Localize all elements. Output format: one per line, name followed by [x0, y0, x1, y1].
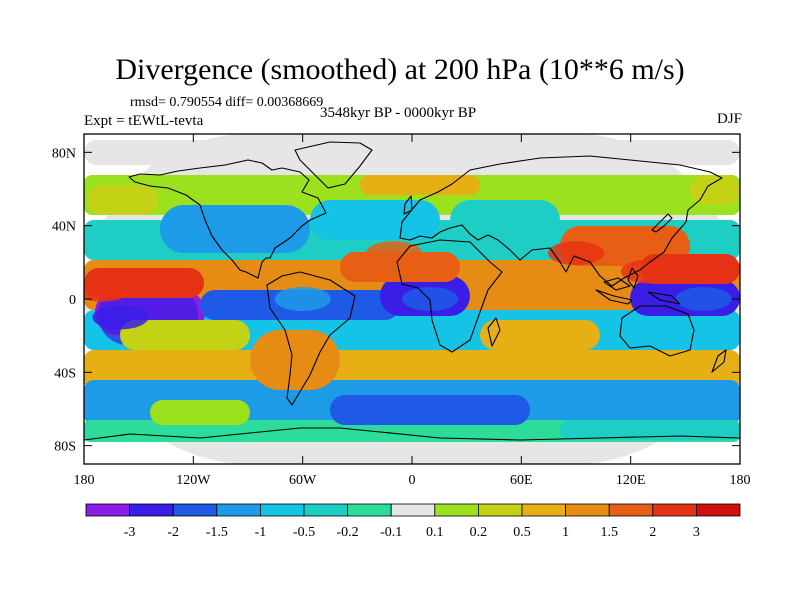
field-region [560, 178, 670, 198]
x-tick-label: 120W [176, 473, 211, 488]
field-region [88, 185, 158, 215]
colorbar-swatch [85, 503, 130, 517]
colorbar-label: 1.5 [600, 525, 618, 540]
colorbar: -3 -2 -1.5 -1 -0.5 -0.2 -0.1 0.1 0.2 0.5 1 1.5 2 3 [85, 503, 741, 540]
y-tick-label: 80S [54, 440, 76, 455]
y-tick-label: 40S [54, 366, 76, 381]
y-tick-label: 80N [52, 146, 76, 161]
colorbar-swatch [172, 503, 218, 517]
field-feature [548, 241, 604, 266]
colorbar-swatch [434, 503, 479, 517]
colorbar-label: 3 [693, 525, 700, 540]
colorbar-label: -1 [255, 525, 267, 540]
experiment-label: Expt = tEWtL-tevta [84, 113, 204, 129]
field-region [480, 320, 600, 350]
colorbar-swatch [390, 503, 436, 517]
colorbar-swatch [129, 503, 174, 517]
field-feature [402, 287, 459, 311]
axis-ticks: 180 120W 60W 0 60E 120E 180 80N 40N 0 40S 80S [52, 134, 751, 488]
period-label: 3548kyr BP - 0000kyr BP [320, 105, 477, 121]
field-region [450, 200, 560, 240]
field-feature [620, 259, 677, 284]
x-tick-label: 120E [616, 473, 646, 488]
coastlines [84, 141, 740, 441]
colorbar-label: -0.5 [293, 525, 315, 540]
colorbar-label: 0.1 [426, 525, 444, 540]
season-label: DJF [716, 111, 742, 127]
field-region [690, 175, 740, 205]
colorbar-swatch [521, 503, 566, 517]
field-region [84, 140, 740, 165]
colorbar-label: 2 [649, 525, 656, 540]
field-region [160, 205, 310, 253]
rmsd-diff-label: rmsd= 0.790554 diff= 0.00368669 [130, 95, 324, 110]
field-feature [274, 287, 331, 311]
field-region [120, 320, 250, 350]
field-region [310, 200, 440, 240]
field-region [560, 420, 740, 440]
divergence-field [84, 134, 740, 464]
chart-title: Divergence (smoothed) at 200 hPa (10**6 … [115, 53, 685, 86]
colorbar-label: -0.2 [337, 525, 359, 540]
field-region [150, 400, 250, 425]
colorbar-label: 1 [562, 525, 569, 540]
field-region [330, 395, 530, 425]
colorbar-label: -2 [167, 525, 179, 540]
colorbar-swatch [477, 503, 523, 517]
x-tick-label: 180 [74, 473, 95, 488]
field-feature [92, 305, 149, 330]
field-region [360, 175, 480, 195]
x-tick-label: 60W [289, 473, 317, 488]
colorbar-label: -3 [124, 525, 136, 540]
y-tick-label: 40N [52, 220, 76, 235]
x-tick-label: 180 [730, 473, 751, 488]
colorbar-swatch [565, 503, 610, 517]
colorbar-swatch [696, 503, 741, 517]
colorbar-label: 0.2 [470, 525, 488, 540]
field-feature [84, 277, 131, 302]
colorbar-label: -0.1 [380, 525, 402, 540]
colorbar-label: 0.5 [513, 525, 531, 540]
colorbar-swatch [259, 503, 305, 517]
colorbar-label: -1.5 [206, 525, 228, 540]
colorbar-swatch [303, 503, 348, 517]
colorbar-swatch [608, 503, 654, 517]
colorbar-swatch [347, 503, 392, 517]
x-tick-label: 60E [510, 473, 533, 488]
x-tick-label: 0 [409, 473, 416, 488]
y-tick-label: 0 [69, 293, 76, 308]
colorbar-swatch [652, 503, 697, 517]
field-region [250, 330, 340, 390]
colorbar-swatch [216, 503, 261, 517]
field-feature [675, 287, 732, 311]
field-feature [365, 241, 422, 266]
